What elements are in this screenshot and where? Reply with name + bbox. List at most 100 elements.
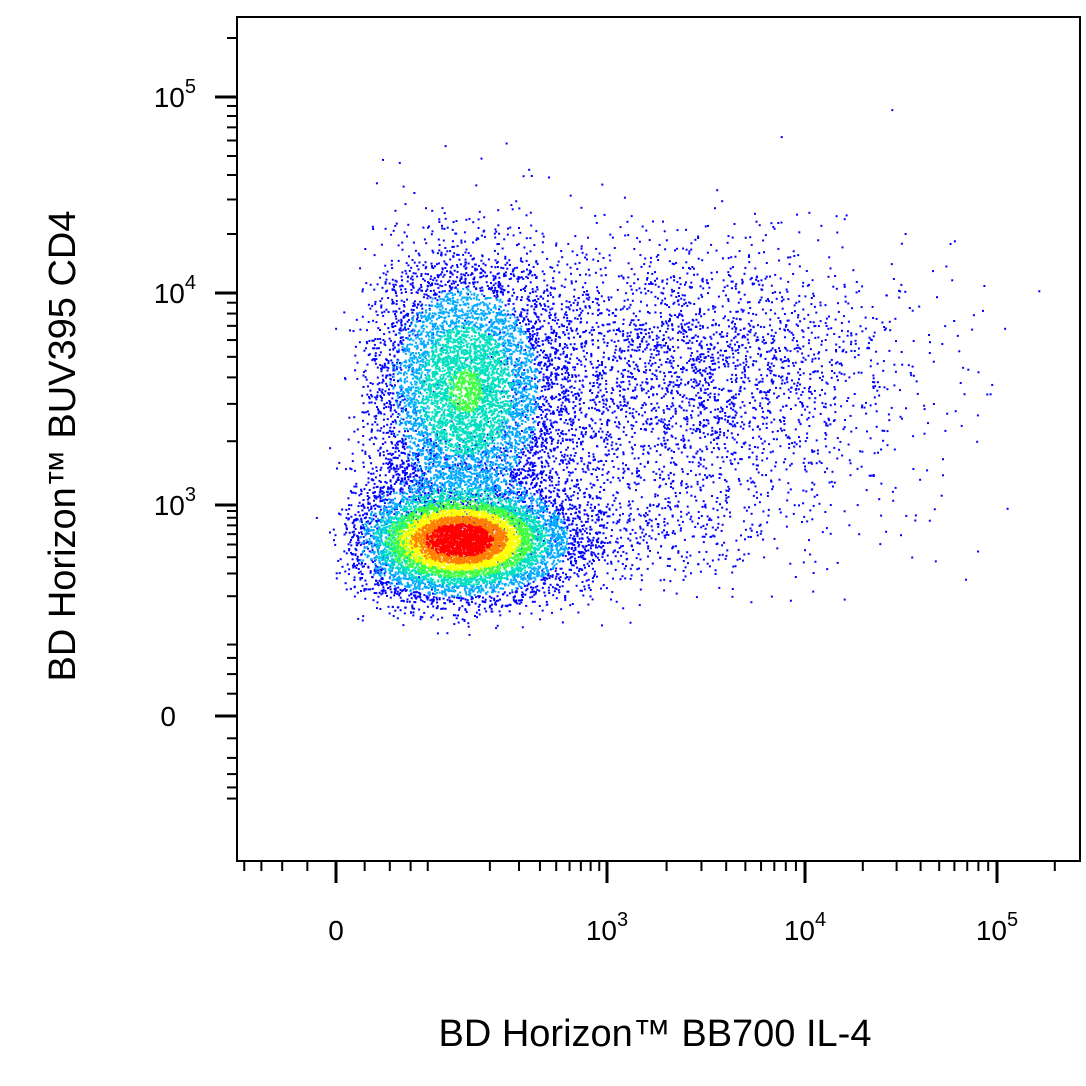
event-dot [422, 434, 425, 437]
event-dot [697, 358, 700, 361]
event-dot [391, 302, 394, 305]
event-dot [615, 448, 618, 451]
event-dot [616, 329, 618, 331]
event-dot [653, 326, 656, 329]
event-dot [852, 269, 855, 272]
event-dot [934, 560, 937, 563]
event-dot [844, 295, 847, 298]
event-dot [572, 301, 575, 304]
event-dot [683, 294, 686, 297]
event-dot [603, 213, 606, 216]
event-dot [915, 380, 918, 383]
event-dot [372, 599, 375, 602]
event-dot [880, 514, 883, 517]
event-dot [371, 587, 374, 590]
event-dot [632, 518, 635, 521]
event-dot [708, 384, 710, 387]
event-dot [429, 438, 432, 441]
event-dot [665, 533, 668, 536]
event-dot [706, 475, 709, 478]
event-dot [655, 505, 658, 508]
event-dot [649, 447, 652, 450]
event-dot [542, 539, 545, 542]
event-dot [554, 540, 557, 543]
event-dot [665, 330, 668, 333]
event-dot [685, 322, 688, 325]
event-dot [546, 288, 548, 291]
event-dot [805, 490, 808, 493]
event-dot [515, 358, 518, 361]
event-dot [809, 509, 812, 512]
event-dot [685, 248, 688, 251]
event-dot [734, 396, 737, 399]
event-dot [617, 329, 620, 332]
event-dot [633, 349, 636, 352]
event-dot [561, 430, 564, 433]
event-dot [575, 280, 577, 283]
event-dot [582, 492, 585, 495]
event-dot [775, 297, 778, 300]
event-dot [817, 352, 820, 355]
event-dot [838, 371, 841, 374]
event-dot [644, 429, 647, 432]
event-dot [511, 208, 514, 211]
event-dot [625, 405, 628, 407]
event-dot [315, 517, 318, 519]
event-dot [690, 378, 693, 381]
event-dot [789, 464, 792, 467]
event-dot [825, 433, 828, 436]
event-dot [663, 351, 666, 354]
event-dot [645, 369, 648, 372]
event-dot [775, 358, 778, 361]
event-dot [710, 243, 713, 246]
event-dot [541, 232, 544, 235]
event-dot [402, 185, 405, 188]
event-dot [869, 404, 872, 407]
event-dot [467, 293, 469, 296]
event-dot [718, 366, 721, 369]
event-dot [542, 297, 545, 300]
event-dot [536, 286, 539, 289]
event-dot [683, 303, 686, 306]
event-dot [579, 335, 582, 338]
event-dot [630, 424, 633, 427]
event-dot [583, 513, 586, 516]
event-dot [786, 499, 789, 502]
event-dot [719, 467, 722, 469]
event-dot [583, 291, 586, 293]
event-dot [531, 600, 534, 603]
event-dot [578, 516, 581, 519]
event-dot [465, 611, 468, 613]
event-dot [648, 335, 651, 338]
event-dot [617, 275, 620, 278]
event-dot [720, 529, 723, 532]
event-dot [604, 453, 607, 456]
event-dot [522, 270, 525, 273]
event-dot [368, 550, 371, 553]
event-dot [703, 458, 706, 461]
event-dot [770, 380, 773, 383]
event-dot [739, 483, 742, 486]
event-dot [552, 280, 555, 283]
event-dot [530, 431, 533, 434]
event-dot [697, 257, 700, 260]
event-dot [755, 220, 758, 223]
event-dot [606, 503, 609, 506]
event-dot [557, 512, 560, 515]
event-dot [712, 319, 715, 322]
event-dot [727, 319, 730, 322]
event-dot [484, 453, 487, 456]
event-dot [622, 467, 625, 470]
event-dot [608, 323, 611, 326]
event-dot [843, 218, 846, 221]
event-dot [649, 369, 651, 372]
event-dot [734, 367, 737, 370]
event-dot [585, 293, 588, 296]
event-dot [682, 440, 685, 443]
event-dot [510, 484, 513, 487]
event-dot [688, 360, 691, 362]
event-dot [597, 314, 600, 317]
event-dot [669, 417, 672, 420]
event-dot [348, 416, 351, 419]
event-dot [783, 313, 786, 315]
